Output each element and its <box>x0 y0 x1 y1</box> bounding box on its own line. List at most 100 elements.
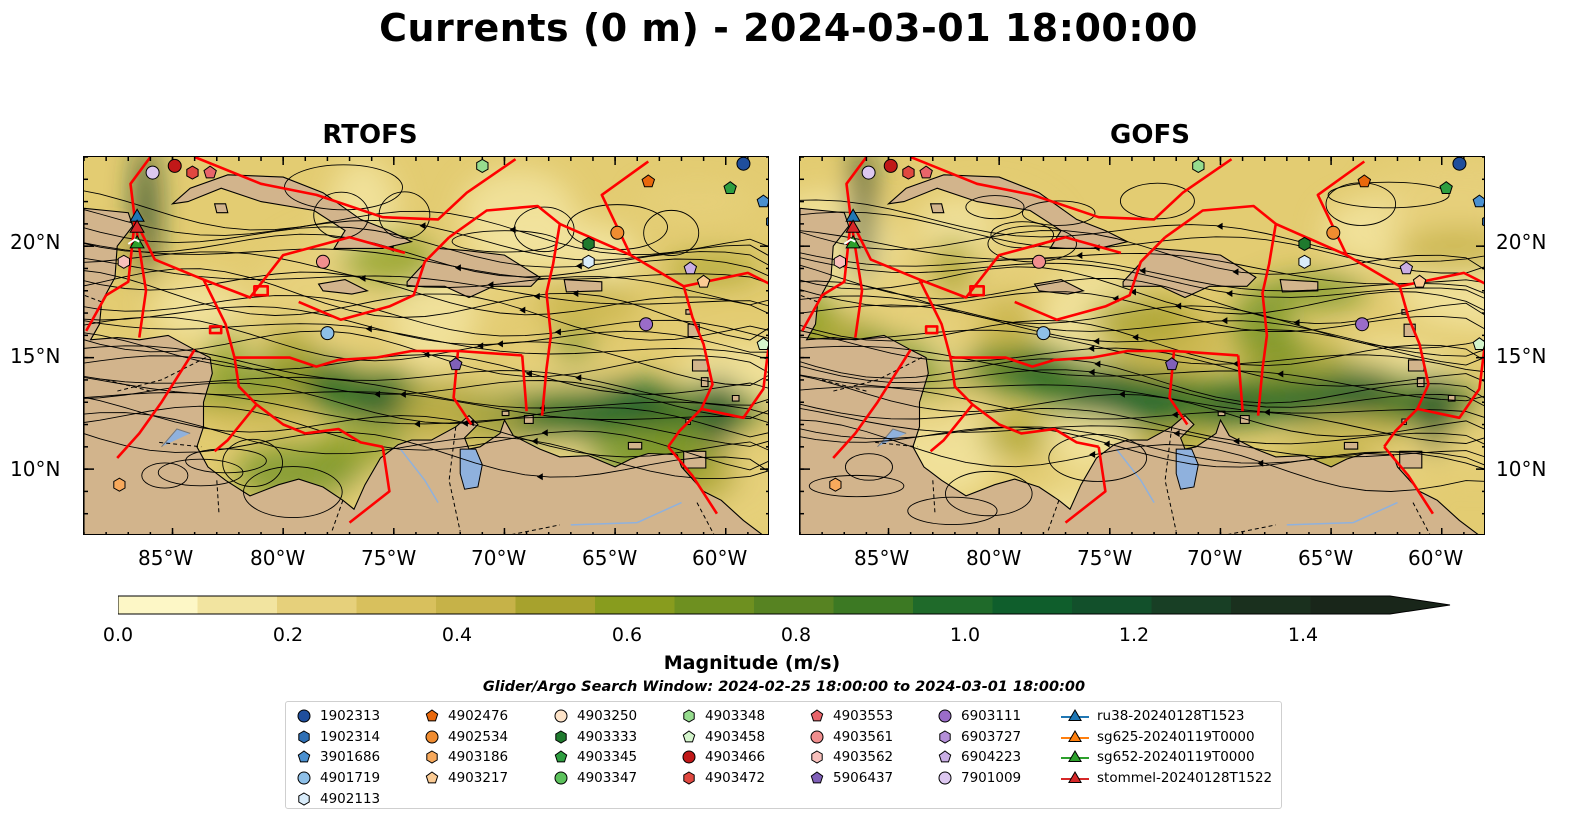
map-area-gofs[interactable] <box>799 156 1485 535</box>
x-tick-label-60w-right: 60°W <box>1408 546 1464 570</box>
land-polygon <box>683 450 707 469</box>
float-marker-1902314 <box>1482 217 1484 227</box>
colorbar-segment <box>595 596 676 614</box>
legend-shape <box>938 771 952 785</box>
eez-line <box>233 357 383 449</box>
x-tick-label-75w-left: 75°W <box>361 546 417 570</box>
legend-marker-icon <box>938 771 952 785</box>
streamline <box>800 407 1484 458</box>
panel-title-rtofs: RTOFS <box>322 120 418 150</box>
legend-marker-icon <box>811 750 823 765</box>
legend-item: 4902113 <box>296 788 380 809</box>
map-area-rtofs[interactable] <box>83 156 769 535</box>
colorbar-segment <box>992 596 1073 614</box>
country-border <box>1227 524 1276 534</box>
legend-marker-icon <box>938 750 952 763</box>
streamline <box>84 251 768 306</box>
streamline <box>800 319 1484 367</box>
legend-label: 4901719 <box>320 770 381 787</box>
land-polygon <box>406 247 541 299</box>
eez-line <box>849 218 1122 299</box>
streamline <box>84 431 768 478</box>
streamline-arrow <box>1171 411 1178 419</box>
legend-marker-icon <box>939 730 951 744</box>
legend-shape <box>554 709 568 723</box>
eez-loop <box>924 325 939 335</box>
land-polygon <box>84 207 763 534</box>
glider-marker-sg652-20240119T0000 <box>129 234 145 249</box>
eez-line <box>448 204 562 416</box>
streamline <box>84 382 768 438</box>
legend-label: 4902113 <box>320 790 381 807</box>
streamline <box>800 426 1484 470</box>
eez-line <box>194 157 517 221</box>
legend-shape <box>938 750 952 763</box>
eez-line <box>520 355 528 412</box>
streamline <box>84 268 768 341</box>
legend-item: 4902476 <box>424 706 508 727</box>
legend-item: 4903333 <box>553 727 637 748</box>
legend-shape <box>683 771 695 785</box>
float-marker-6904223 <box>1399 261 1414 275</box>
legend-shape <box>297 771 311 785</box>
x-tick-label-85w-right: 85°W <box>854 546 910 570</box>
float-marker-4903186 <box>113 477 126 492</box>
streamline <box>84 330 768 377</box>
streamline-eddy <box>945 470 1033 517</box>
land-polygon <box>1239 415 1250 424</box>
legend-column: 4903348 4903458 4903466 4903472 <box>681 706 765 788</box>
land-layer <box>84 174 763 534</box>
float-marker-4903333 <box>1298 236 1311 251</box>
streamline-arrow <box>572 290 579 297</box>
map-canvas-rtofs <box>84 157 768 534</box>
streamline-arrow <box>1173 430 1180 437</box>
eez-line <box>559 222 714 448</box>
legend-label: 4902534 <box>448 728 509 745</box>
streamline-eddy <box>844 453 893 481</box>
eez-line <box>213 403 258 453</box>
legend-item: 7901009 <box>937 768 1021 789</box>
legend-shape <box>425 771 439 784</box>
colorbar-segment <box>833 596 914 614</box>
legend-shape <box>682 730 696 743</box>
eez-line <box>667 445 718 515</box>
legend-marker-icon <box>1061 771 1089 784</box>
x-tick-label-70w-left: 70°W <box>471 546 527 570</box>
float-marker-6904223 <box>683 261 698 275</box>
speed-patch-mid <box>1398 226 1484 274</box>
country-border <box>331 500 344 532</box>
float-marker-4903553 <box>919 165 933 179</box>
streamline-eddy <box>1327 181 1450 209</box>
streamline <box>84 396 768 458</box>
streamline <box>84 392 768 447</box>
float-marker-4903348 <box>476 158 489 173</box>
colorbar-tick-1: 0.2 <box>272 624 304 646</box>
y-tick-label-10n-left: 10°N <box>10 457 61 481</box>
colorbar-segment <box>754 596 835 614</box>
colorbar-segment <box>436 596 517 614</box>
country-border <box>821 379 867 392</box>
colorbar-segment <box>1310 596 1391 614</box>
float-marker-4901719 <box>1036 326 1051 341</box>
x-tick-label-75w-right: 75°W <box>1077 546 1133 570</box>
legend-label: 4902476 <box>448 708 509 725</box>
colorbar-segment <box>118 596 199 614</box>
streamline-arrow <box>554 328 561 336</box>
float-marker-4903345 <box>1439 181 1453 194</box>
streamline <box>84 320 768 360</box>
legend-item: 6904223 <box>937 747 1021 768</box>
colorbar-extend-arrow <box>1390 596 1450 614</box>
speed-patch-mid <box>979 415 1051 456</box>
legend-column: 6903111 6903727 6904223 7901009 <box>937 706 1021 788</box>
colorbar-outline <box>117 595 1451 615</box>
streamline-arrow <box>1088 368 1095 376</box>
legend-shape <box>682 750 696 764</box>
streamline-arrow <box>1232 268 1239 276</box>
map-canvas-gofs <box>800 157 1484 534</box>
speed-patch-mid <box>664 252 764 285</box>
streamline-arrow <box>1233 437 1240 445</box>
float-marker-4903348 <box>1192 158 1205 173</box>
streamline <box>84 412 768 479</box>
eez-line <box>1164 204 1278 416</box>
speed-patch-mid <box>1255 334 1313 366</box>
